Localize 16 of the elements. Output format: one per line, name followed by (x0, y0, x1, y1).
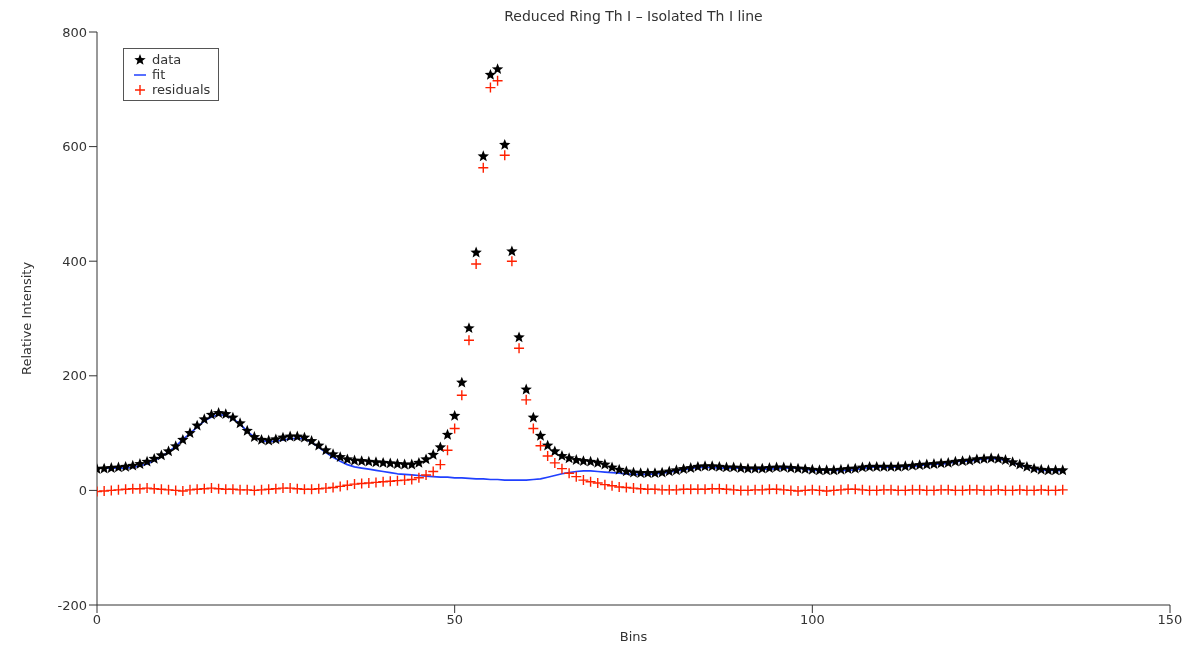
y-tick-label: 200 (62, 368, 87, 384)
legend-label: data (152, 52, 182, 67)
y-tick-label: 600 (62, 139, 87, 155)
x-tick-label: 50 (446, 612, 463, 628)
legend-label: residuals (152, 82, 211, 97)
chart-title: Reduced Ring Th I – Isolated Th I line (503, 8, 764, 24)
x-tick-label: 100 (799, 612, 825, 628)
y-tick-label: -200 (57, 597, 87, 613)
x-tick-label: 0 (92, 612, 102, 628)
legend-label: fit (152, 67, 166, 82)
y-tick-label: 800 (62, 24, 87, 40)
x-tick-label: 150 (1157, 612, 1183, 628)
x-axis-title: Bins (619, 629, 648, 644)
y-tick-label: 0 (78, 483, 87, 499)
y-axis-title: Relative Intensity (18, 261, 34, 376)
y-tick-label: 400 (62, 253, 87, 269)
